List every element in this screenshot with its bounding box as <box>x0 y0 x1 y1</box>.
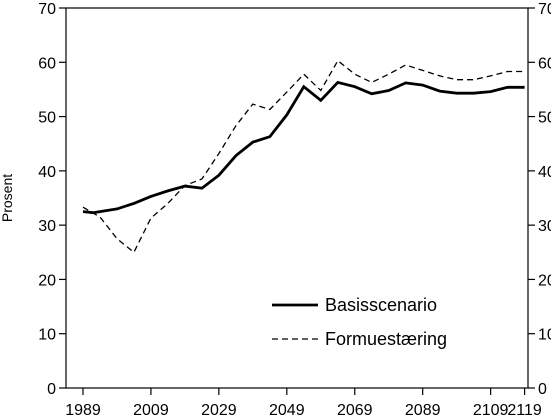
legend: Basisscenario Formuestæring <box>272 295 447 349</box>
plot-frame <box>65 7 529 389</box>
y-tick-label-right: 60 <box>538 55 551 72</box>
y-tick-label-left: 40 <box>38 164 56 181</box>
y-tick-label-right: 10 <box>538 327 551 344</box>
y-tick-label-right: 70 <box>538 1 551 18</box>
legend-label: Formuestæring <box>325 329 447 349</box>
y-tick-label-left: 10 <box>38 327 56 344</box>
series-layer <box>82 59 525 254</box>
x-tick-label: 2119 <box>507 402 542 419</box>
x-tick-label: 2069 <box>337 402 373 419</box>
series-line-2 <box>82 59 525 254</box>
y-axis-left: 0 10 20 30 40 50 60 70 <box>38 1 66 398</box>
x-tick-label: 2109 <box>473 402 509 419</box>
y-tick-label-left: 30 <box>38 218 56 235</box>
y-tick-label-left: 0 <box>47 381 56 398</box>
y-tick-label-left: 50 <box>38 110 56 127</box>
y-tick-label-right: 40 <box>538 164 551 181</box>
y-tick-label-right: 30 <box>538 218 551 235</box>
y-tick-label-left: 20 <box>38 272 56 289</box>
x-tick-label: 2089 <box>405 402 441 419</box>
legend-label: Basisscenario <box>325 295 437 315</box>
y-axis-title: Prosent <box>0 174 15 222</box>
x-tick-label: 2029 <box>201 402 237 419</box>
x-tick-label: 2009 <box>133 402 169 419</box>
series-line-1 <box>82 80 525 215</box>
y-tick-label-left: 60 <box>38 55 56 72</box>
x-tick-label: 2049 <box>269 402 305 419</box>
x-tick-label: 1989 <box>65 402 101 419</box>
y-tick-label-right: 50 <box>538 110 551 127</box>
y-tick-label-right: 0 <box>538 381 547 398</box>
y-tick-label-left: 70 <box>38 1 56 18</box>
y-axis-right: 0 10 20 30 40 50 60 70 <box>528 1 551 398</box>
y-tick-label-right: 20 <box>538 272 551 289</box>
